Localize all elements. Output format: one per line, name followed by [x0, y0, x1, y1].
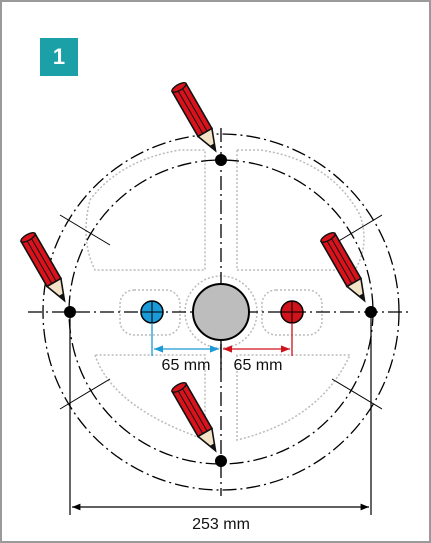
radial-ticks: [59, 214, 383, 410]
offset-dimensions: [151, 323, 293, 370]
badge-box: [40, 38, 78, 76]
left-offset-label: 65 mm: [162, 357, 211, 374]
center-hole: [192, 283, 250, 341]
badge: 1: [53, 44, 65, 69]
width-dimension: [69, 312, 372, 515]
right-offset-label: 65 mm: [234, 357, 283, 374]
mark-points: [64, 154, 377, 467]
total-width-label: 253 mm: [192, 516, 250, 533]
